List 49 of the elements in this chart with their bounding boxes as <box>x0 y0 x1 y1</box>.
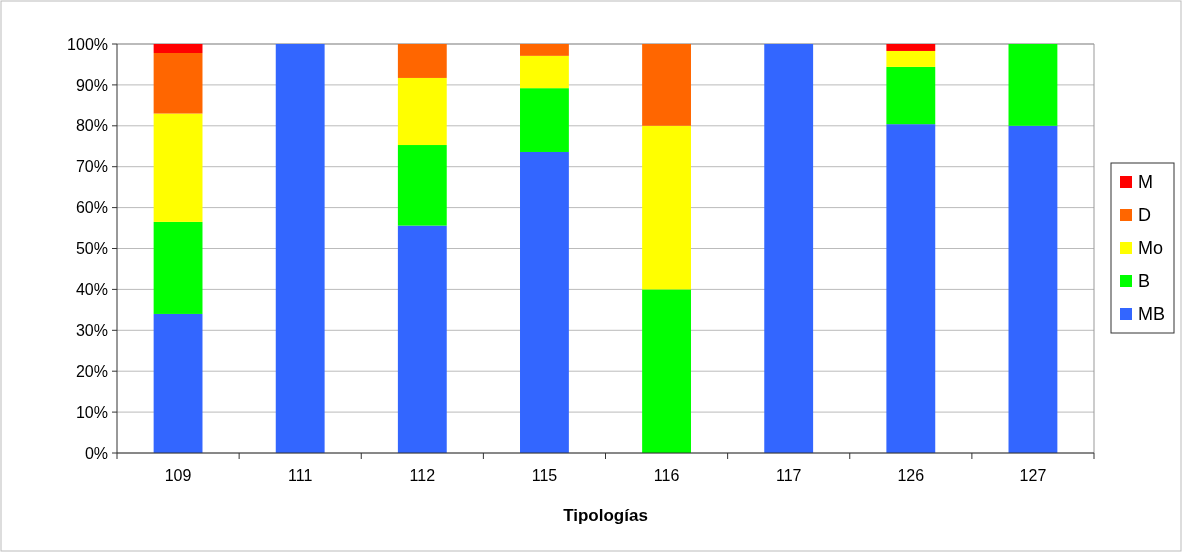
y-tick-label: 90% <box>75 76 108 94</box>
bar <box>764 44 814 453</box>
bar <box>153 113 203 222</box>
y-tick-label: 70% <box>75 158 108 176</box>
bar <box>397 44 447 78</box>
bar <box>153 44 203 53</box>
y-tick-label: 100% <box>67 35 108 53</box>
bar <box>153 53 203 114</box>
bar <box>886 44 936 51</box>
bar <box>642 289 691 453</box>
legend-label: Mo <box>1138 238 1164 259</box>
y-tick-label: 20% <box>75 362 108 380</box>
bar <box>153 221 203 314</box>
x-tick-label: 127 <box>1019 467 1047 484</box>
legend-label: MB <box>1138 304 1165 325</box>
legend-label: M <box>1138 172 1153 193</box>
x-tick-label: 116 <box>653 467 680 484</box>
x-tick-label: 109 <box>164 467 192 484</box>
bar <box>642 125 691 290</box>
bar <box>397 77 447 146</box>
bar <box>275 44 325 453</box>
bar <box>1008 44 1058 126</box>
legend-label: D <box>1138 205 1151 226</box>
x-tick-label: 111 <box>288 467 313 484</box>
bar <box>886 50 936 67</box>
x-tick-label: 126 <box>897 467 925 484</box>
legend-label: B <box>1138 271 1151 292</box>
bar <box>886 124 936 453</box>
bar <box>1008 125 1058 453</box>
bar <box>520 55 569 89</box>
y-tick-label: 80% <box>75 117 108 135</box>
x-axis-title: Tipologías <box>563 506 648 525</box>
bar <box>520 151 569 453</box>
x-tick-label: 112 <box>409 467 436 484</box>
bar <box>397 145 447 226</box>
y-tick-label: 30% <box>75 321 108 339</box>
bar <box>397 225 447 453</box>
bar <box>886 66 936 125</box>
y-tick-label: 50% <box>75 240 108 258</box>
y-tick-label: 10% <box>75 403 108 421</box>
y-tick-label: 60% <box>75 199 108 217</box>
bar <box>520 44 569 56</box>
x-tick-label: 117 <box>775 467 802 484</box>
bar <box>642 44 691 126</box>
y-tick-label: 40% <box>75 281 108 298</box>
bar <box>153 313 203 453</box>
y-tick-label: 0% <box>84 444 108 462</box>
x-tick-label: 115 <box>531 467 558 484</box>
bar <box>520 88 569 152</box>
